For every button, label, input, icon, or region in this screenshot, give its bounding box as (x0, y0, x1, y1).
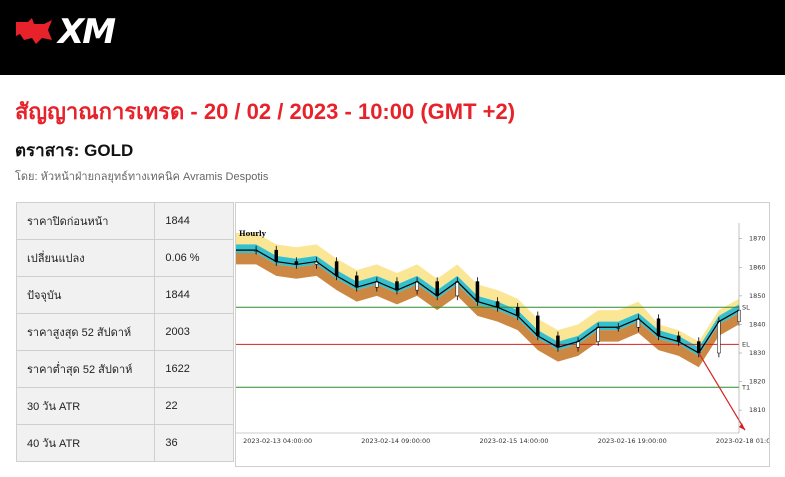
page-title: สัญญาณการเทรด - 20 / 02 / 2023 - 10:00 (… (15, 99, 516, 124)
stat-label: ราคาปิดก่อนหน้า (15, 202, 156, 240)
timeframe-label: Hourly (239, 229, 267, 238)
cloud-band-lower (236, 253, 739, 368)
candle-body (656, 318, 661, 337)
stats-row: เปลี่ยนแปลง 0.06 % (15, 239, 234, 277)
stat-value: 0.06 % (154, 239, 234, 277)
stat-value: 2003 (154, 313, 234, 351)
x-tick-label: 2023-02-14 09:00:00 (361, 437, 430, 445)
candle-body (556, 335, 560, 348)
stat-label: 40 วัน ATR (15, 424, 156, 462)
candle-body (455, 281, 460, 297)
price-chart: SL EL T1 1870 1860 1850 1840 1830 1820 1810 2023-0… (235, 202, 770, 467)
y-tick-label: 1820 (749, 378, 766, 386)
candle-body (515, 307, 520, 317)
y-tick-label: 1840 (749, 320, 766, 328)
stats-row: ปัจจุบัน 1844 (15, 276, 234, 314)
cloud-band-upper (236, 233, 739, 348)
stat-value: 22 (154, 387, 234, 425)
y-tick-label: 1850 (749, 292, 766, 300)
cloud-band-middle (236, 244, 739, 356)
y-tick-label: 1830 (749, 349, 766, 357)
candle-body (395, 281, 399, 291)
projection-arrow-head (739, 423, 745, 431)
candle-body (596, 327, 600, 342)
stats-row: 40 วัน ATR 36 (15, 424, 234, 462)
candle-body (274, 249, 278, 262)
brand-logo[interactable]: XM (14, 12, 116, 52)
stat-value: 36 (154, 424, 234, 462)
candle-body (354, 275, 359, 288)
x-tick-label: 2023-02-16 19:00:00 (598, 437, 667, 445)
y-tick-label: 1870 (749, 235, 766, 243)
stats-row: ราคาสูงสุด 52 สัปดาห์ 2003 (15, 313, 234, 351)
brand-name: XM (58, 12, 116, 52)
stats-table: ราคาปิดก่อนหน้า 1844 เปลี่ยนแปลง 0.06 % ปัจจ… (15, 202, 234, 462)
level-label-sl: SL (742, 303, 750, 311)
stat-value: 1622 (154, 350, 234, 388)
author-byline: โดย: หัวหน้าฝ่ายกลยุทธ์ทางเทคนิค Avramis… (15, 171, 269, 183)
candle-body (717, 321, 721, 354)
candle-body (435, 281, 439, 297)
stat-value: 1844 (154, 276, 234, 314)
stat-value: 1844 (154, 202, 234, 240)
instrument-title: ตราสาร: GOLD (15, 141, 134, 160)
x-tick-label: 2023-02-15 14:00:00 (480, 437, 549, 445)
level-label-el: EL (742, 340, 750, 348)
y-tick-label: 1810 (749, 406, 766, 414)
stat-label: ปัจจุบัน (15, 276, 156, 314)
x-tick-label: 2023-02-13 04:00:00 (243, 437, 312, 445)
projection-arrow (698, 352, 746, 431)
chart-canvas: SL EL T1 1870 1860 1850 1840 1830 1820 1810 2023-0… (236, 223, 769, 445)
candle-body (536, 315, 540, 337)
stats-row: ราคาปิดก่อนหน้า 1844 (15, 202, 234, 240)
price-line (236, 249, 740, 354)
stat-label: เปลี่ยนแปลง (15, 239, 156, 277)
site-header: XM (0, 0, 785, 75)
x-tick-label: 2023-02-18 01:00:00 (716, 437, 769, 445)
stat-label: ราคาสูงสุด 52 สัปดาห์ (15, 313, 156, 351)
stats-row: ราคาต่ำสุด 52 สัปดาห์ 1622 (15, 350, 234, 388)
stat-label: ราคาต่ำสุด 52 สัปดาห์ (15, 350, 156, 388)
bull-logo-icon (16, 18, 52, 44)
candle-body (334, 261, 339, 277)
stats-row: 30 วัน ATR 22 (15, 387, 234, 425)
y-tick-label: 1860 (749, 263, 766, 271)
level-label-t1: T1 (741, 383, 750, 391)
candle-body (475, 281, 480, 302)
stat-label: 30 วัน ATR (15, 387, 156, 425)
